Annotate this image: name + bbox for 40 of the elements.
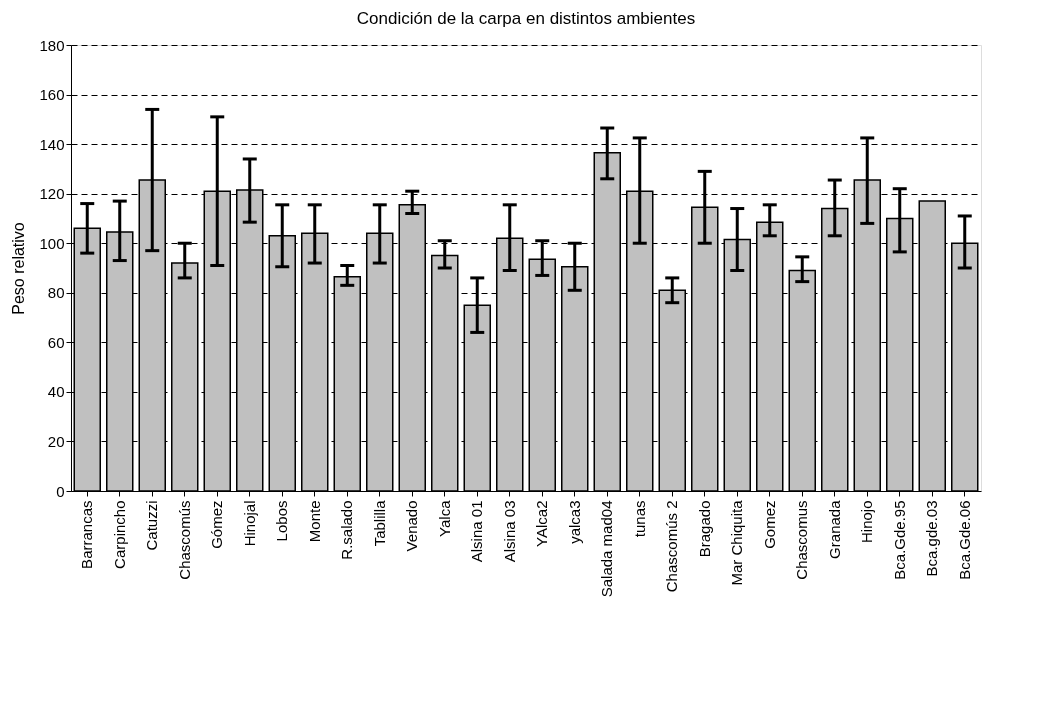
x-tick-label: Bca.gde.03 xyxy=(923,500,941,577)
y-tick-label: 160 xyxy=(39,86,65,104)
y-tick-label: 60 xyxy=(47,333,65,351)
x-tick-label: Venado xyxy=(403,500,421,552)
chart-title: Condición de la carpa en distintos ambientes xyxy=(356,9,696,28)
x-tick-label: Lobos xyxy=(273,500,291,542)
x-tick-label: Mar Chiquita xyxy=(728,499,746,586)
x-tick-label: R.salado xyxy=(338,500,356,560)
y-tick-label: 80 xyxy=(47,284,65,302)
x-tick-label: Salada mad04 xyxy=(598,500,616,598)
x-tick-label: Chascomus xyxy=(793,500,811,580)
y-tick-label: 20 xyxy=(47,432,65,450)
x-tick-label: Hinojal xyxy=(240,500,258,547)
x-tick-label: Catuzzi xyxy=(143,500,161,551)
x-tick-label: Alsina 01 xyxy=(468,500,486,563)
y-tick-label: 120 xyxy=(39,185,65,203)
x-tick-label: Gomez xyxy=(760,500,778,549)
y-tick-label: 180 xyxy=(39,36,65,54)
y-tick-label: 0 xyxy=(56,482,65,500)
x-tick-label: Hinojo xyxy=(858,500,876,544)
y-tick-label: 140 xyxy=(39,135,65,153)
x-tick-label: YAlca2 xyxy=(533,500,551,547)
x-tick-label: Barrancas xyxy=(78,500,96,569)
x-tick-label: Monte xyxy=(305,500,323,543)
x-tick-label: Chascomús 2 xyxy=(663,500,681,593)
x-tick-label: Bragado xyxy=(695,500,713,558)
x-tick-label: Granada xyxy=(825,499,843,559)
x-tick-label: Tablilla xyxy=(370,499,388,547)
x-tick-label: tunas xyxy=(630,500,648,538)
y-tick-label: 100 xyxy=(39,234,65,252)
x-tick-label: Alsina 03 xyxy=(500,500,518,563)
y-tick-label: 40 xyxy=(47,383,65,401)
y-axis-title: Peso relativo xyxy=(10,222,28,315)
x-tick-label: Bca.Gde.06 xyxy=(955,500,973,580)
x-tick-label: Carpincho xyxy=(110,500,128,569)
x-tick-label: Gómez xyxy=(208,500,226,549)
x-tick-label: Chascomús xyxy=(175,500,193,580)
x-tick-label: Bca.Gde.95 xyxy=(890,500,908,580)
x-tick-label: yalca3 xyxy=(565,500,583,544)
x-tick-label: Yalca xyxy=(435,499,453,537)
